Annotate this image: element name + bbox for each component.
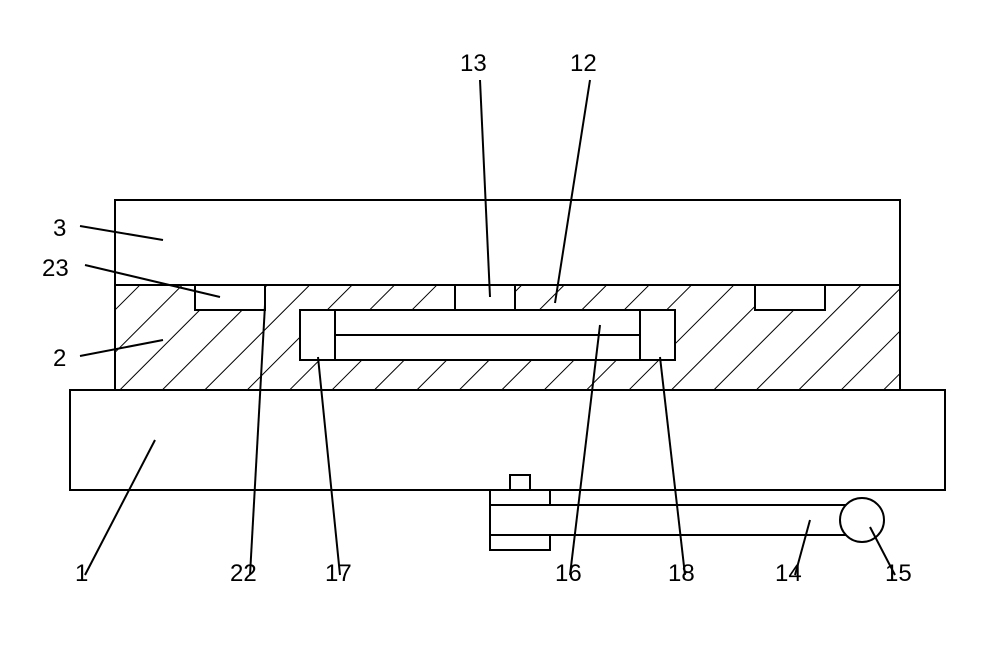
technical-drawing-svg (0, 0, 1000, 666)
crank-arm (490, 505, 860, 535)
label-17: 17 (325, 560, 352, 588)
diagram-container: 1 2 3 23 22 17 13 12 16 18 14 15 (0, 0, 1000, 666)
label-18: 18 (668, 560, 695, 588)
label-13: 13 (460, 50, 487, 78)
left-tab (195, 285, 265, 310)
base-plate (70, 390, 945, 490)
label-23: 23 (42, 255, 69, 283)
label-1: 1 (75, 560, 88, 588)
crank-circle (840, 498, 884, 542)
label-12: 12 (570, 50, 597, 78)
right-block (640, 310, 675, 360)
label-15: 15 (885, 560, 912, 588)
horizontal-bar (300, 310, 675, 335)
left-block (300, 310, 335, 360)
label-14: 14 (775, 560, 802, 588)
bolt-stem (510, 475, 530, 490)
label-3: 3 (53, 215, 66, 243)
right-tab (755, 285, 825, 310)
label-22: 22 (230, 560, 257, 588)
center-tab (455, 285, 515, 310)
top-plate (115, 200, 900, 285)
label-2: 2 (53, 345, 66, 373)
label-16: 16 (555, 560, 582, 588)
